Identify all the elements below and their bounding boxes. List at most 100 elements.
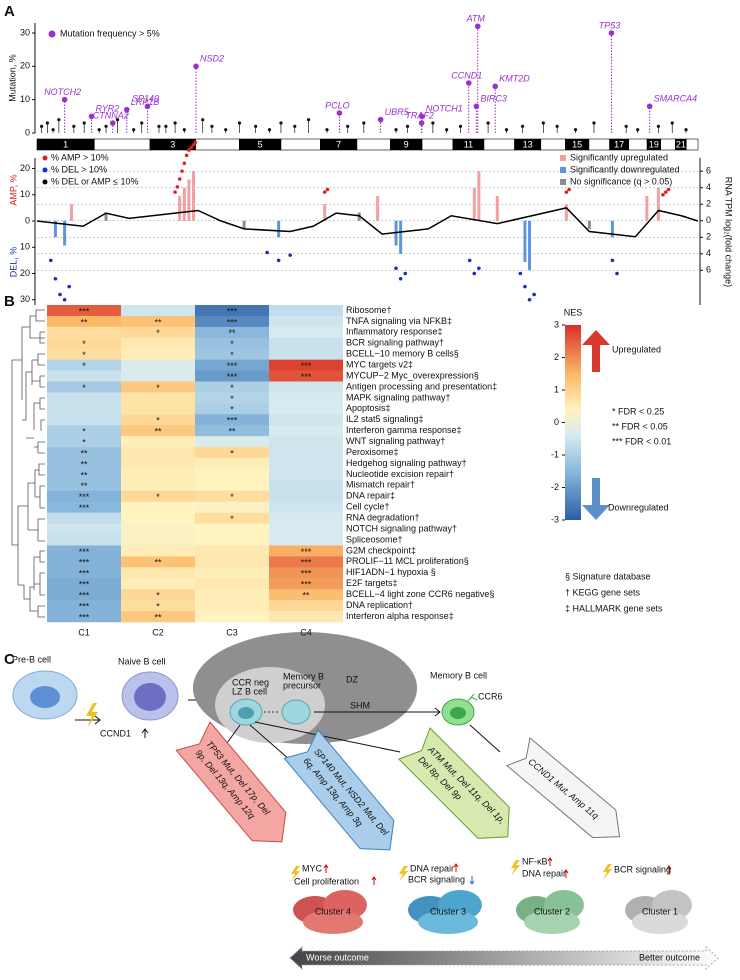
mutation-dot: [521, 124, 525, 128]
mutation-dot: [72, 124, 76, 128]
gene-dot: [336, 110, 343, 116]
cnv-dot: [193, 140, 198, 145]
heatmap-cell: [121, 403, 195, 415]
ccr6-receptor: [467, 693, 478, 702]
heatmap-cell: [195, 359, 269, 371]
process-label: SHM: [350, 700, 370, 710]
y2-tick-label: 2: [706, 232, 711, 242]
heatmap-cell: [195, 578, 269, 590]
heatmap-cell: [195, 425, 269, 437]
row-label: Inflammatory response‡: [346, 327, 443, 337]
heatmap-cell: [121, 600, 195, 612]
mutation-dot: [346, 124, 350, 128]
mutation-dot: [104, 124, 108, 128]
y-tick-label: 0: [25, 127, 30, 137]
heatmap-cell: [47, 414, 121, 426]
gene-dot: [473, 103, 480, 110]
heatmap-cell: [195, 458, 269, 470]
gene-dot: [123, 106, 130, 113]
source-note: § Signature database: [565, 571, 651, 581]
fdr-stars: **: [80, 317, 88, 327]
fdr-stars: **: [80, 470, 88, 480]
y2-tick-label: 2: [706, 199, 711, 209]
fdr-stars: ***: [227, 361, 238, 371]
heatmap-cell: [47, 359, 121, 371]
row-label: PROLIF−11 MCL proliferation§: [346, 556, 469, 566]
cell-label: Naive B cell: [118, 656, 166, 666]
gene-dot: [144, 103, 151, 110]
cnv-dot: [398, 276, 403, 281]
chromosome-label: 1: [63, 139, 68, 149]
row-label: Cell cycle†: [346, 502, 390, 512]
legend-label: Significantly downregulated: [570, 164, 680, 174]
y2-tick-label: 6: [706, 265, 711, 275]
down-arrow: [469, 876, 475, 885]
row-label: WNT signaling pathway†: [346, 436, 445, 446]
heatmap-cell: [121, 567, 195, 579]
gene-label: CCND1: [451, 70, 482, 80]
mutation-dot: [458, 124, 463, 128]
nucleus: [134, 683, 166, 711]
heatmap-cell: [47, 523, 121, 535]
heatmap-cell: [121, 578, 195, 590]
heatmap-cell: [121, 611, 195, 623]
gene-dot: [492, 83, 499, 90]
cnv-dot: [177, 177, 182, 181]
cluster-label: Cluster 3: [430, 906, 466, 916]
fdr-stars: **: [80, 459, 88, 469]
legend-marker: [560, 179, 566, 185]
colorbar: [565, 325, 581, 520]
feature-label: DNA repair: [410, 863, 454, 873]
chromosome-label: 21: [676, 139, 686, 149]
heatmap-cell: [269, 359, 343, 371]
y2-axis-title: RNA TPM log₂(fold change): [724, 177, 734, 287]
heatmap-cell: [195, 337, 269, 350]
fdr-stars: ***: [227, 306, 238, 316]
mutation-dot: [173, 121, 177, 125]
fdr-stars: ***: [227, 416, 238, 426]
cnv-dot: [663, 190, 668, 194]
fdr-stars: *: [82, 383, 86, 393]
heatmap-cell: [195, 326, 269, 339]
heatmap-cell: [195, 490, 269, 503]
gene-label: LRP1B: [131, 97, 160, 107]
cnv-line: [36, 207, 699, 238]
heatmap-cell: [121, 305, 195, 317]
cell-label: LZ B cell: [232, 686, 267, 696]
cnv-dot: [265, 250, 269, 255]
fdr-stars: **: [302, 591, 310, 601]
mutation-dot: [445, 128, 449, 132]
gene-label: CTNNA2: [93, 110, 129, 120]
colorbar-tick-label: -2: [551, 482, 559, 492]
mutation-dot: [57, 118, 61, 122]
fdr-stars: ***: [79, 558, 90, 568]
cnv-dot: [477, 266, 481, 271]
banner: [175, 721, 287, 843]
cnv-dot: [276, 258, 281, 263]
mutation-dot: [164, 124, 168, 128]
y-tick-label: 0: [25, 215, 30, 225]
colorbar-title: NES: [564, 307, 583, 317]
legend-marker: [560, 167, 566, 173]
heatmap-cell: [47, 326, 121, 339]
heatmap-cell: [269, 534, 343, 546]
cnv-dot: [527, 297, 532, 302]
colorbar-tick-label: -3: [551, 514, 559, 524]
heatmap-cell: [121, 545, 195, 557]
fdr-stars: *: [156, 601, 160, 611]
feature-label: NF-κB: [522, 856, 548, 866]
heatmap-cell: [195, 414, 269, 426]
heatmap-cell: [269, 370, 343, 382]
row-label: Mismatch repair†: [346, 480, 415, 490]
cnv-dot: [666, 187, 671, 192]
legend-label: % DEL or AMP ≤ 10%: [51, 176, 138, 186]
fdr-stars: **: [228, 328, 236, 338]
heatmap-cell: [269, 447, 343, 459]
heatmap-cell: [269, 458, 343, 470]
gene-dot: [61, 96, 68, 103]
legend-label: Downregulated: [608, 502, 669, 512]
heatmap-cell: [195, 556, 269, 568]
fdr-stars: ***: [301, 580, 312, 590]
fdr-note: ** FDR < 0.05: [612, 421, 668, 431]
y-tick-label: 30: [20, 294, 30, 304]
